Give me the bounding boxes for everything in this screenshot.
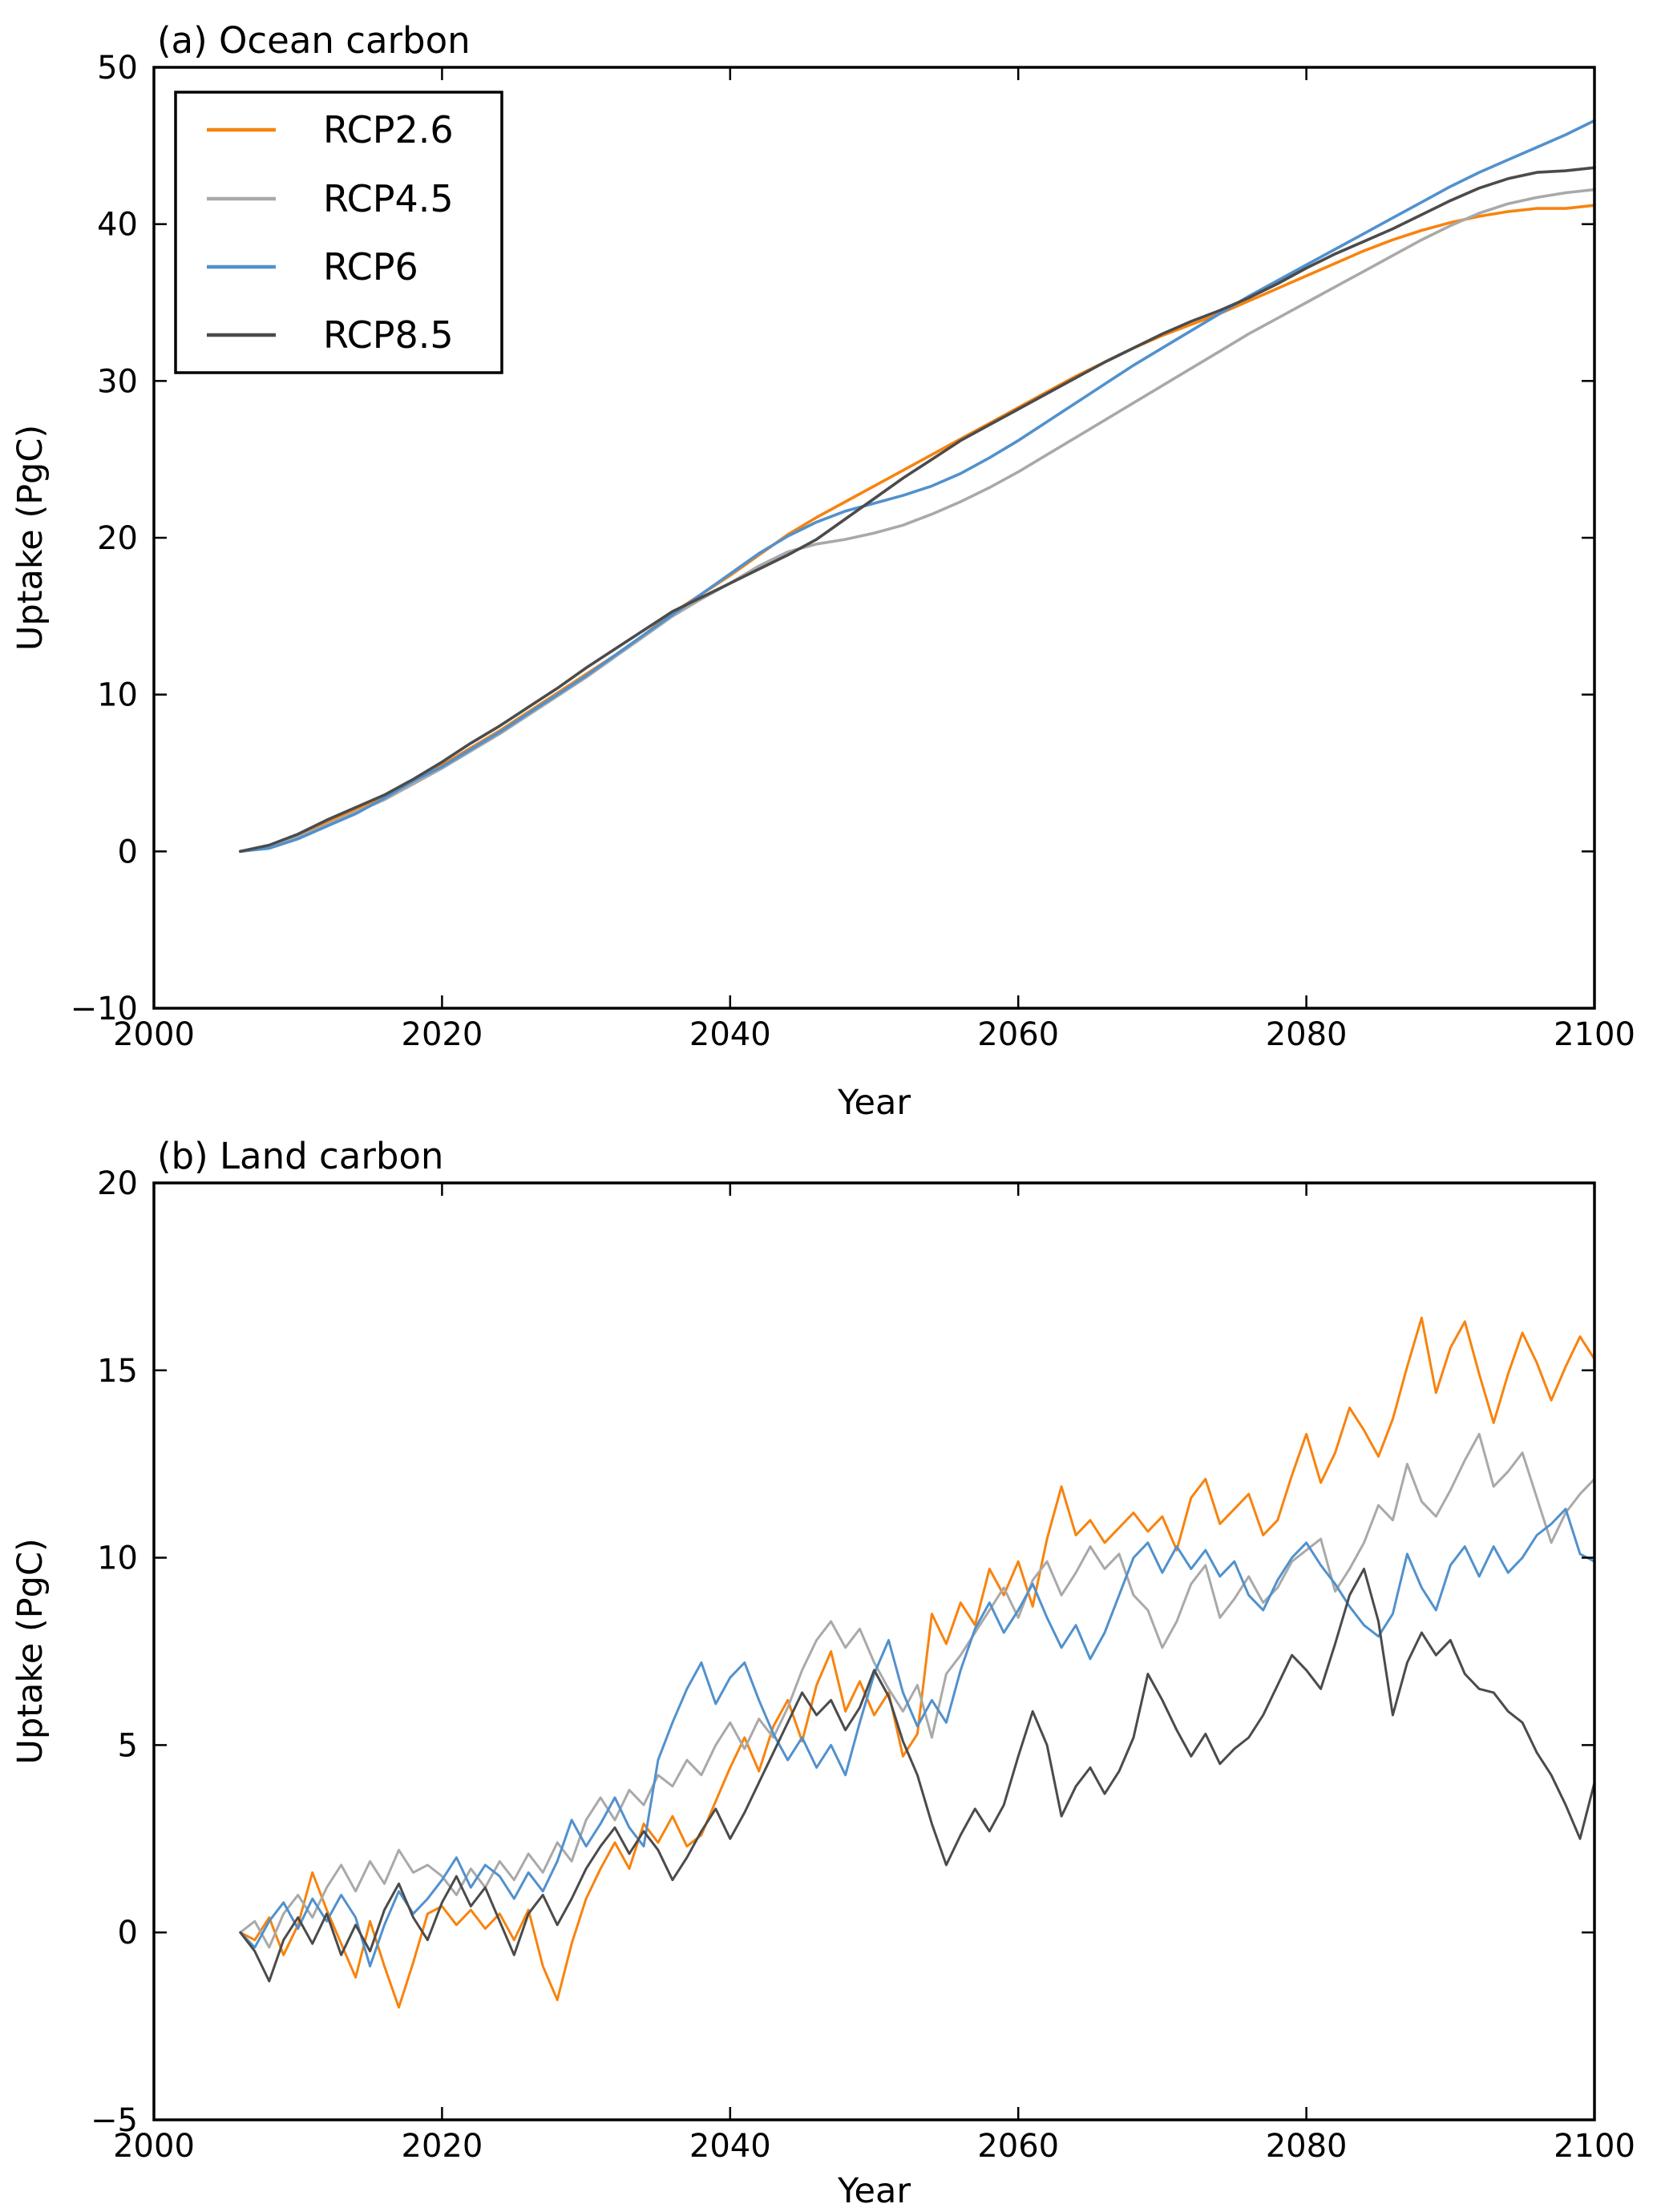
x-tick-label: 2000 [113, 2128, 195, 2165]
panel-title-b: (b) Land carbon [157, 1135, 443, 1177]
legend-label: RCP6 [323, 245, 418, 289]
axes-frame-b [152, 1181, 1596, 2121]
legend-item-rcp6: RCP6 [207, 245, 418, 289]
series-rcp6-a [238, 119, 1596, 854]
x-tick-label: 2080 [1266, 1016, 1348, 1053]
series-rcp45-b [239, 1432, 1596, 1949]
y-tick-label: 40 [97, 207, 138, 244]
series-rcp85-b [239, 1568, 1596, 1983]
y-tick-label: 20 [97, 520, 138, 557]
y-tick-label: 15 [97, 1353, 138, 1390]
x-axis-label-b: Year [837, 2171, 911, 2211]
x-tick-label: 2060 [977, 2128, 1059, 2165]
x-axis-label-a: Year [837, 1083, 911, 1123]
ticks-a: 2000 2020 2040 2060 2080 2100 −10 0 10 20 30 40 50 [71, 50, 1635, 1053]
legend-item-rcp85: RCP8.5 [207, 313, 454, 357]
y-axis-label-b: Uptake (PgC) [10, 1538, 51, 1764]
y-tick-label: 20 [97, 1165, 138, 1202]
x-tick-label: 2020 [402, 2128, 483, 2165]
series-rcp85-a [238, 166, 1596, 854]
x-tick-label: 2060 [977, 1016, 1059, 1053]
legend-item-rcp26: RCP2.6 [207, 108, 454, 151]
legend-label: RCP8.5 [323, 313, 454, 357]
panel-b: 2000 2020 2040 2060 2080 2100 −5 0 5 10 15 20 (b) La… [10, 1135, 1635, 2211]
y-tick-label: 0 [118, 1915, 138, 1952]
x-tick-label: 2040 [689, 2128, 771, 2165]
series-rcp6-b [239, 1508, 1596, 1968]
series-rcp26-b [239, 1316, 1596, 2009]
x-tick-label: 2100 [1554, 2128, 1635, 2165]
x-tick-label: 2080 [1266, 2128, 1348, 2165]
legend-frame [174, 91, 503, 374]
y-tick-label: 50 [97, 50, 138, 87]
y-tick-label: 5 [118, 1727, 138, 1764]
y-tick-label: 30 [97, 363, 138, 400]
panel-title-a: (a) Ocean carbon [157, 19, 471, 62]
y-tick-label: 0 [118, 834, 138, 870]
y-axis-label-a: Uptake (PgC) [10, 425, 51, 651]
x-tick-label: 2000 [113, 1016, 195, 1053]
y-tick-label: 10 [97, 677, 138, 714]
y-tick-label: −10 [71, 991, 138, 1027]
legend: RCP2.6 RCP4.5 RCP6 RCP8.5 [174, 91, 503, 374]
legend-item-rcp45: RCP4.5 [207, 177, 454, 220]
legend-label: RCP2.6 [323, 108, 454, 151]
x-tick-label: 2040 [689, 1016, 771, 1053]
y-tick-label: 10 [97, 1540, 138, 1577]
y-tick-label: −5 [91, 2102, 138, 2139]
x-tick-label: 2100 [1554, 1016, 1635, 1053]
panel-a: 2000 2020 2040 2060 2080 2100 −10 0 10 20 30 40 50 (a… [10, 19, 1635, 1123]
legend-label: RCP4.5 [323, 177, 454, 220]
ticks-b: 2000 2020 2040 2060 2080 2100 −5 0 5 10 15 20 [91, 1165, 1635, 2165]
x-tick-label: 2020 [402, 1016, 483, 1053]
